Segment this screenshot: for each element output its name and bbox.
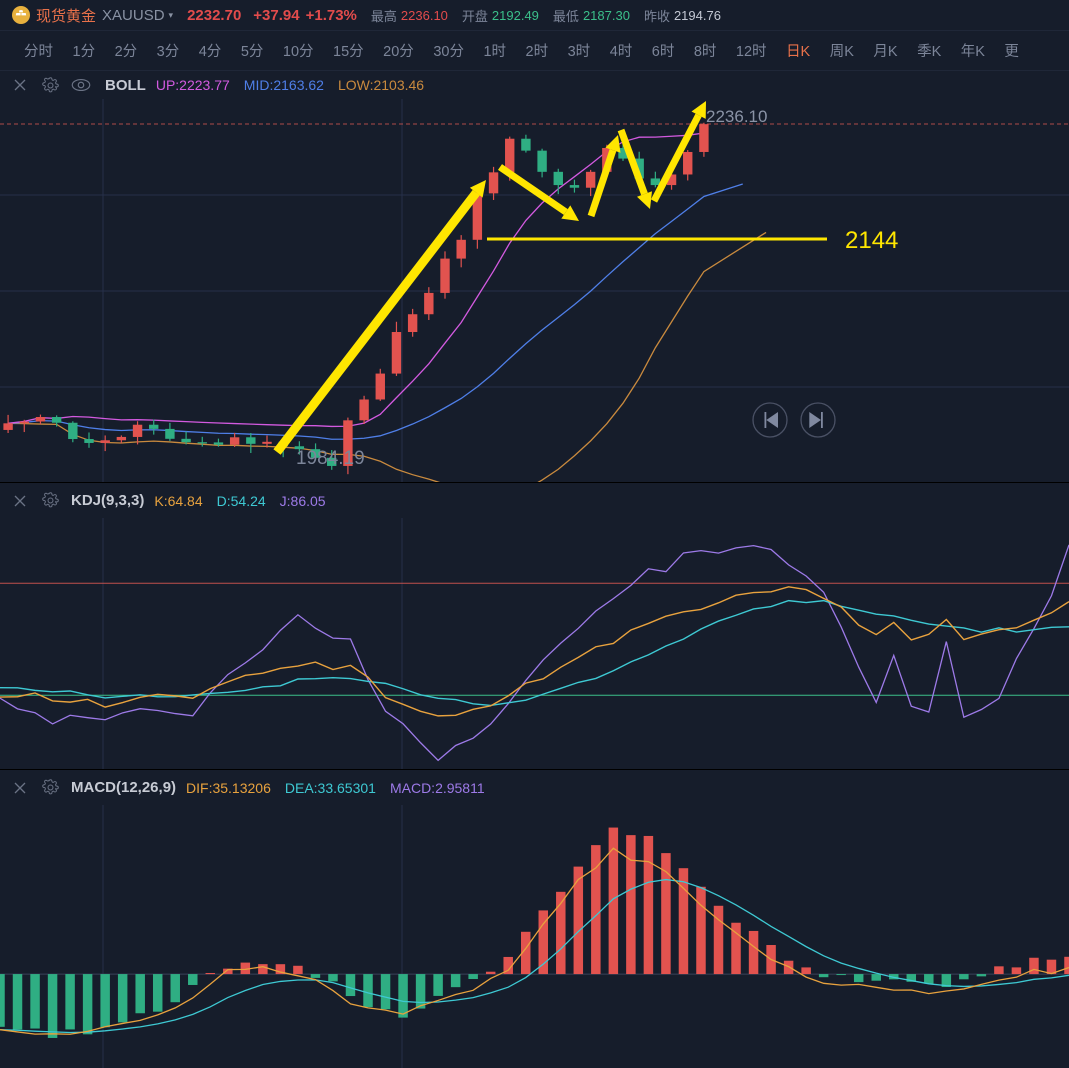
- svg-text:2144: 2144: [845, 227, 898, 254]
- svg-text:1984.19: 1984.19: [296, 448, 365, 469]
- svg-text:2236.10: 2236.10: [706, 107, 767, 126]
